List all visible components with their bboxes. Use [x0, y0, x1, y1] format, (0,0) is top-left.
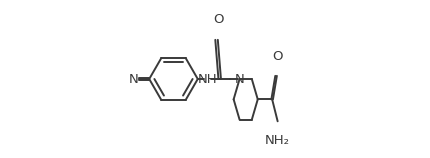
Text: NH: NH: [198, 73, 217, 85]
Text: O: O: [214, 13, 224, 26]
Text: N: N: [235, 73, 245, 85]
Text: O: O: [272, 50, 283, 63]
Text: NH₂: NH₂: [265, 134, 290, 147]
Text: N: N: [129, 73, 138, 85]
